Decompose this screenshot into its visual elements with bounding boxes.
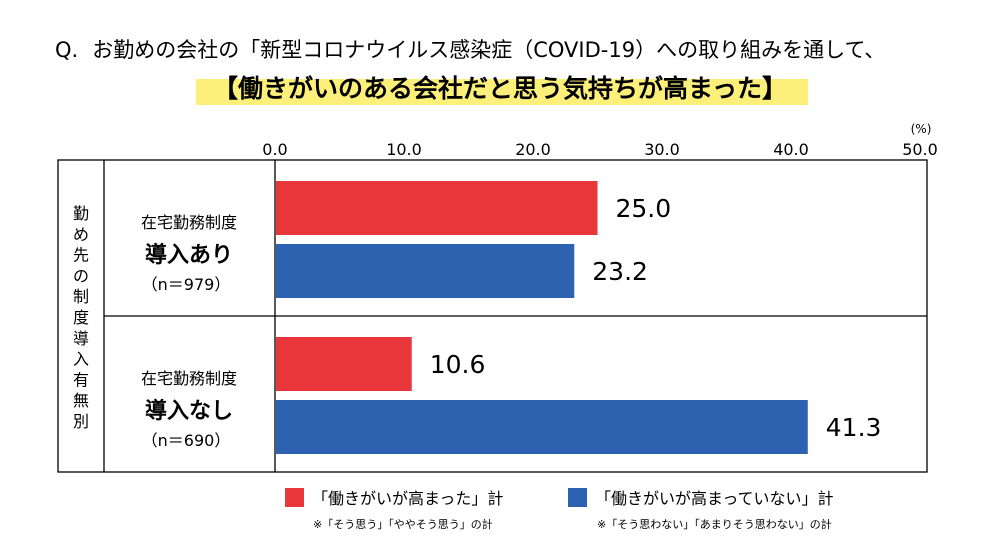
question-line: Q. お勤めの会社の「新型コロナウイルス感染症（COVID-19）への取り組みを通…: [55, 34, 885, 64]
data-label: 41.3: [826, 413, 882, 442]
tick-label: 50.0: [902, 140, 938, 159]
row-group-label: 勤 め 先 の 制 度 導 入 有 無 別: [73, 204, 89, 431]
bar-series2-cat1: [276, 244, 575, 298]
bar-series2-cat2: [276, 400, 808, 454]
unit-label: (%): [911, 122, 932, 136]
category-line2: 導入あり: [145, 242, 233, 268]
tick-label: 30.0: [644, 140, 680, 159]
category-n: （n＝690）: [142, 431, 231, 450]
legend-note: ※「そう思う」「ややそう思う」の計: [313, 518, 493, 531]
category-line1: 在宅勤務制度: [141, 369, 237, 388]
headline-highlight: [196, 79, 808, 105]
data-label: 23.2: [592, 257, 648, 286]
question-prefix: Q.: [55, 38, 79, 62]
legend-item-raised: 「働きがいが高まった」計: [285, 485, 503, 509]
category-line1: 在宅勤務制度: [141, 213, 237, 232]
legend-item-not-raised: 「働きがいが高まっていない」計: [568, 485, 834, 509]
bar-series1-cat1: [276, 181, 598, 235]
category-line2: 導入なし: [145, 398, 233, 424]
data-label: 25.0: [616, 194, 672, 223]
tick-label: 10.0: [386, 140, 422, 159]
tick-label: 40.0: [773, 140, 809, 159]
group-label-char: 入: [73, 350, 89, 369]
question-text: お勤めの会社の「新型コロナウイルス感染症（COVID-19）への取り組みを通して…: [92, 38, 886, 62]
group-label-char: の: [73, 266, 89, 285]
bar-series1-cat2: [276, 337, 412, 391]
legend-swatch: [568, 487, 587, 507]
group-label-char: 導: [73, 329, 89, 348]
group-label-char: 別: [73, 412, 89, 431]
legend-label: 「働きがいが高まっていない」計: [595, 489, 834, 508]
legend-label: 「働きがいが高まった」計: [312, 489, 504, 508]
group-label-char: め: [73, 225, 89, 244]
tick-label: 0.0: [262, 140, 287, 159]
group-label-char: 有: [73, 370, 89, 389]
category-label: 在宅勤務制度 導入なし （n＝690）: [141, 369, 237, 450]
tick-label: 20.0: [515, 140, 551, 159]
data-label: 10.6: [430, 350, 486, 379]
category-label: 在宅勤務制度 導入あり （n＝979）: [141, 213, 237, 294]
category-n: （n＝979）: [142, 275, 231, 294]
group-label-char: 制: [73, 287, 89, 306]
legend-note: ※「そう思わない」「あまりそう思わない」の計: [597, 518, 832, 531]
legend-swatch: [285, 487, 304, 507]
group-label-char: 度: [73, 308, 89, 327]
group-label-char: 無: [73, 391, 89, 410]
headline: 【働きがいのある会社だと思う気持ちが高まった】: [212, 74, 787, 103]
group-label-char: 勤: [73, 204, 89, 223]
group-label-char: 先: [73, 246, 89, 265]
